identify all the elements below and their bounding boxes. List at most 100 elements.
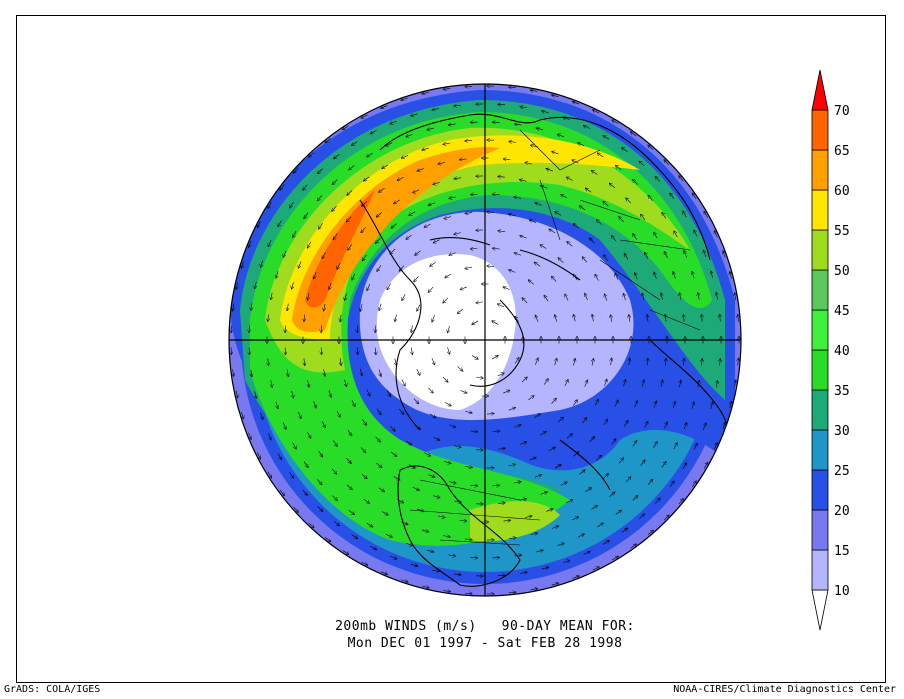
wind-arrow	[552, 95, 559, 97]
wind-arrow	[386, 390, 390, 396]
wind-arrow	[376, 237, 381, 243]
wind-arrow	[514, 197, 521, 199]
wind-arrow	[390, 120, 397, 124]
colorbar-tick-label: 55	[834, 224, 850, 239]
wind-arrow	[585, 293, 588, 300]
wind-arrow	[332, 440, 337, 447]
wind-arrow	[454, 178, 462, 179]
wind-arrow	[654, 272, 657, 279]
wind-arrow	[433, 239, 440, 243]
wind-arrow	[333, 233, 338, 240]
wind-arrow	[624, 421, 628, 427]
wind-arrow	[673, 272, 675, 279]
wind-arrow	[582, 418, 586, 424]
wind-arrow	[376, 212, 382, 218]
wind-arrow	[260, 412, 262, 420]
jet-band-60	[280, 135, 640, 340]
wind-arrow	[395, 314, 397, 322]
wind-arrow	[487, 414, 494, 415]
wind-arrow	[471, 355, 478, 360]
wind-arrow	[324, 303, 325, 311]
wind-arrow	[349, 165, 355, 169]
wind-arrow	[293, 506, 299, 512]
wind-arrow	[555, 315, 557, 322]
wind-arrow	[624, 253, 629, 260]
wind-arrow	[363, 498, 370, 503]
wind-arrow	[303, 184, 308, 190]
wind-arrow	[503, 520, 510, 521]
wind-arrow	[304, 314, 305, 322]
coastline	[359, 113, 729, 587]
wind-arrow	[351, 534, 358, 539]
wind-arrow	[470, 248, 478, 249]
wind-arrow	[498, 231, 506, 232]
wind-arrow	[552, 276, 557, 282]
wind-arrow	[429, 413, 436, 418]
wind-arrow	[267, 471, 272, 478]
wind-arrow	[635, 273, 638, 280]
wind-arrow	[437, 516, 445, 518]
wind-arrow	[324, 537, 330, 541]
wind-arrow	[317, 479, 322, 484]
colorbar-tick-label: 20	[834, 504, 850, 519]
wind-arrow	[525, 516, 532, 518]
wind-arrow	[465, 411, 472, 413]
wind-arrow	[540, 245, 547, 249]
caption-date-range: Mon DEC 01 1997 - Sat FEB 28 1998	[347, 636, 623, 651]
wind-arrow	[673, 402, 675, 409]
wind-arrow	[703, 250, 707, 257]
wind-arrow	[471, 194, 478, 195]
wind-arrow	[536, 550, 543, 552]
wind-arrow	[406, 134, 413, 136]
wind-arrow	[562, 560, 570, 562]
wind-arrow	[292, 390, 294, 398]
wind-arrow	[661, 380, 663, 388]
wind-arrow	[233, 369, 234, 376]
wind-arrow	[381, 105, 388, 109]
wind-arrow	[579, 470, 585, 475]
wind-arrow	[428, 387, 433, 393]
wind-arrow	[674, 231, 678, 238]
wind-arrow	[378, 487, 385, 492]
wind-arrow	[669, 481, 674, 487]
wind-arrow	[664, 160, 670, 166]
wind-arrow	[428, 286, 434, 292]
wind-arrow	[525, 162, 533, 164]
wind-arrow	[382, 164, 389, 169]
wind-arrow	[594, 399, 598, 406]
wind-arrow	[448, 424, 456, 427]
wind-arrow	[314, 272, 317, 279]
colorbar-swatch	[811, 269, 829, 311]
wind-arrow	[362, 201, 368, 206]
wind-arrow	[529, 457, 535, 461]
wind-arrow	[336, 410, 340, 417]
wind-arrow	[283, 250, 287, 257]
wind-arrow	[632, 496, 638, 501]
wind-arrow	[592, 567, 599, 571]
wind-arrow	[692, 193, 697, 200]
wind-arrow	[560, 482, 567, 486]
wind-arrow	[409, 211, 416, 216]
wind-arrow	[460, 286, 467, 290]
wind-arrow	[720, 314, 721, 322]
wind-arrow	[292, 282, 294, 289]
wind-arrow	[644, 421, 648, 428]
wind-arrow	[622, 148, 628, 153]
wind-arrow	[544, 295, 549, 302]
wind-arrow	[233, 303, 234, 311]
wind-arrow	[555, 358, 557, 366]
wind-arrow	[317, 506, 323, 511]
wind-arrow	[257, 452, 260, 459]
wind-arrow	[366, 522, 373, 527]
wind-arrow	[546, 169, 553, 172]
wind-arrow	[431, 358, 435, 364]
wind-arrow	[673, 443, 677, 450]
wind-arrow	[367, 152, 373, 157]
wind-arrow	[449, 124, 456, 125]
wind-arrow	[298, 411, 301, 418]
wind-arrow	[530, 589, 537, 590]
wind-arrow	[611, 358, 612, 366]
wind-arrow	[347, 429, 352, 436]
wind-arrow	[648, 145, 654, 150]
wind-arrow	[572, 517, 578, 521]
